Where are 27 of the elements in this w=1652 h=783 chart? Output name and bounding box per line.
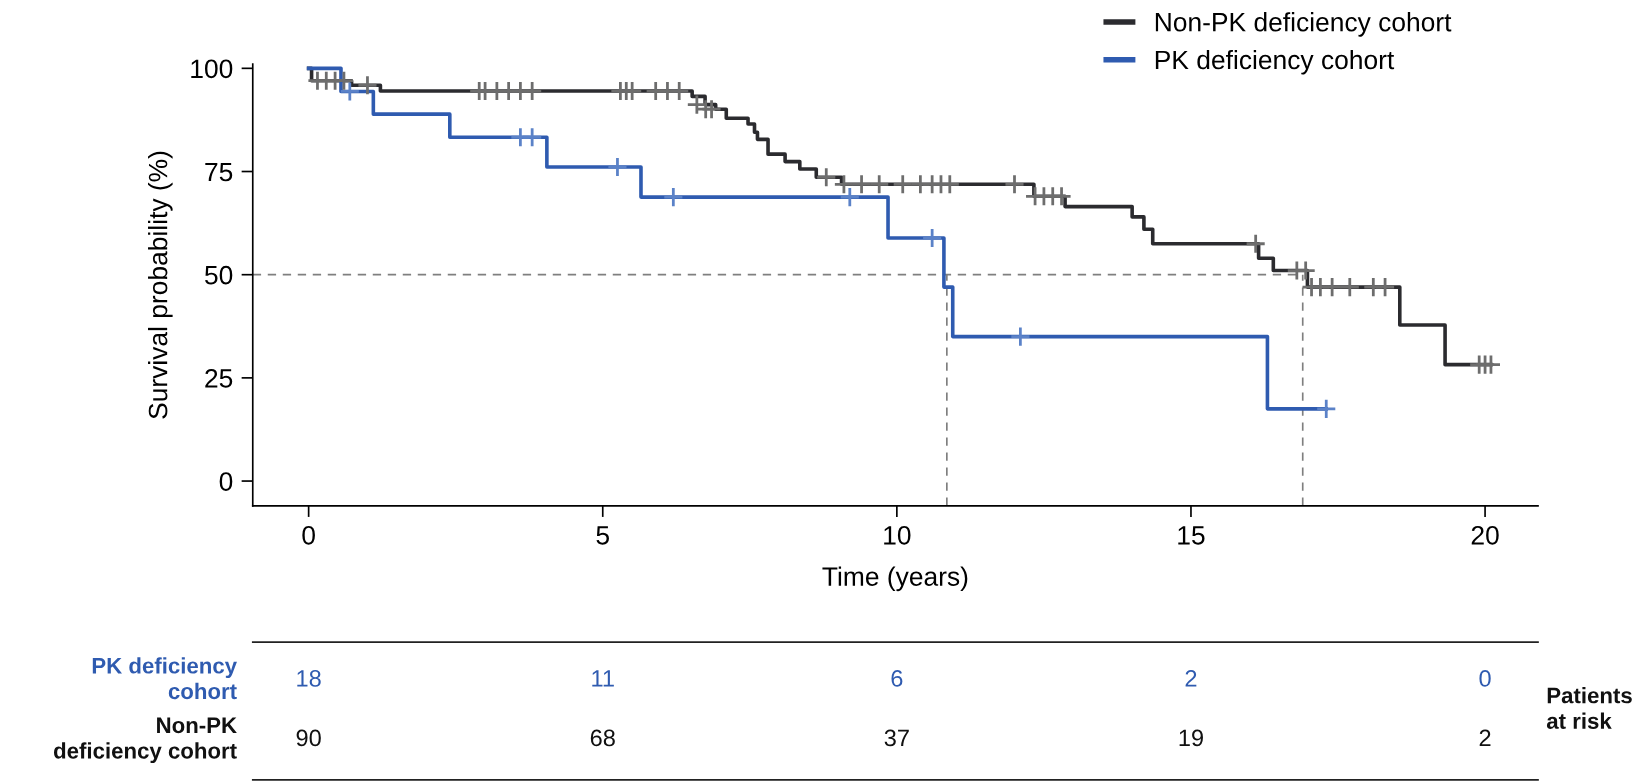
y-tick-label: 75 <box>205 162 233 182</box>
text: 2 <box>1185 670 1197 687</box>
x-tick-label: 5 <box>596 526 609 545</box>
y-tick-label: 25 <box>205 369 233 388</box>
y-axis-title: Survival probability (%) <box>148 151 173 419</box>
y-tick-label: 0 <box>219 472 233 491</box>
text: 6 <box>891 670 903 687</box>
x-tick-label: 0 <box>302 525 315 545</box>
text: 19 <box>1179 729 1203 747</box>
y-tick-label: 50 <box>205 265 233 285</box>
y-tick-label: 100 <box>191 59 233 79</box>
text: 37 <box>884 729 909 747</box>
x-tick-label: 10 <box>884 525 911 545</box>
x-axis-title: Time (years) <box>822 566 968 592</box>
text: 68 <box>590 729 615 747</box>
legend-label: PK deficiency cohort <box>1155 49 1395 75</box>
x-tick-label: 20 <box>1471 525 1499 545</box>
legend-label: Non-PK deficiency cohort <box>1155 12 1452 37</box>
text: Non-PK deficiency cohort <box>54 717 237 764</box>
text: 18 <box>297 670 321 687</box>
text: 0 <box>1479 670 1491 687</box>
text: 2 <box>1479 729 1491 747</box>
x-tick-label: 15 <box>1178 526 1205 545</box>
text: PK deficiency cohort <box>92 657 237 700</box>
text: 11 <box>592 670 614 687</box>
text: Patients at risk <box>1546 687 1632 729</box>
text: 90 <box>296 729 321 747</box>
